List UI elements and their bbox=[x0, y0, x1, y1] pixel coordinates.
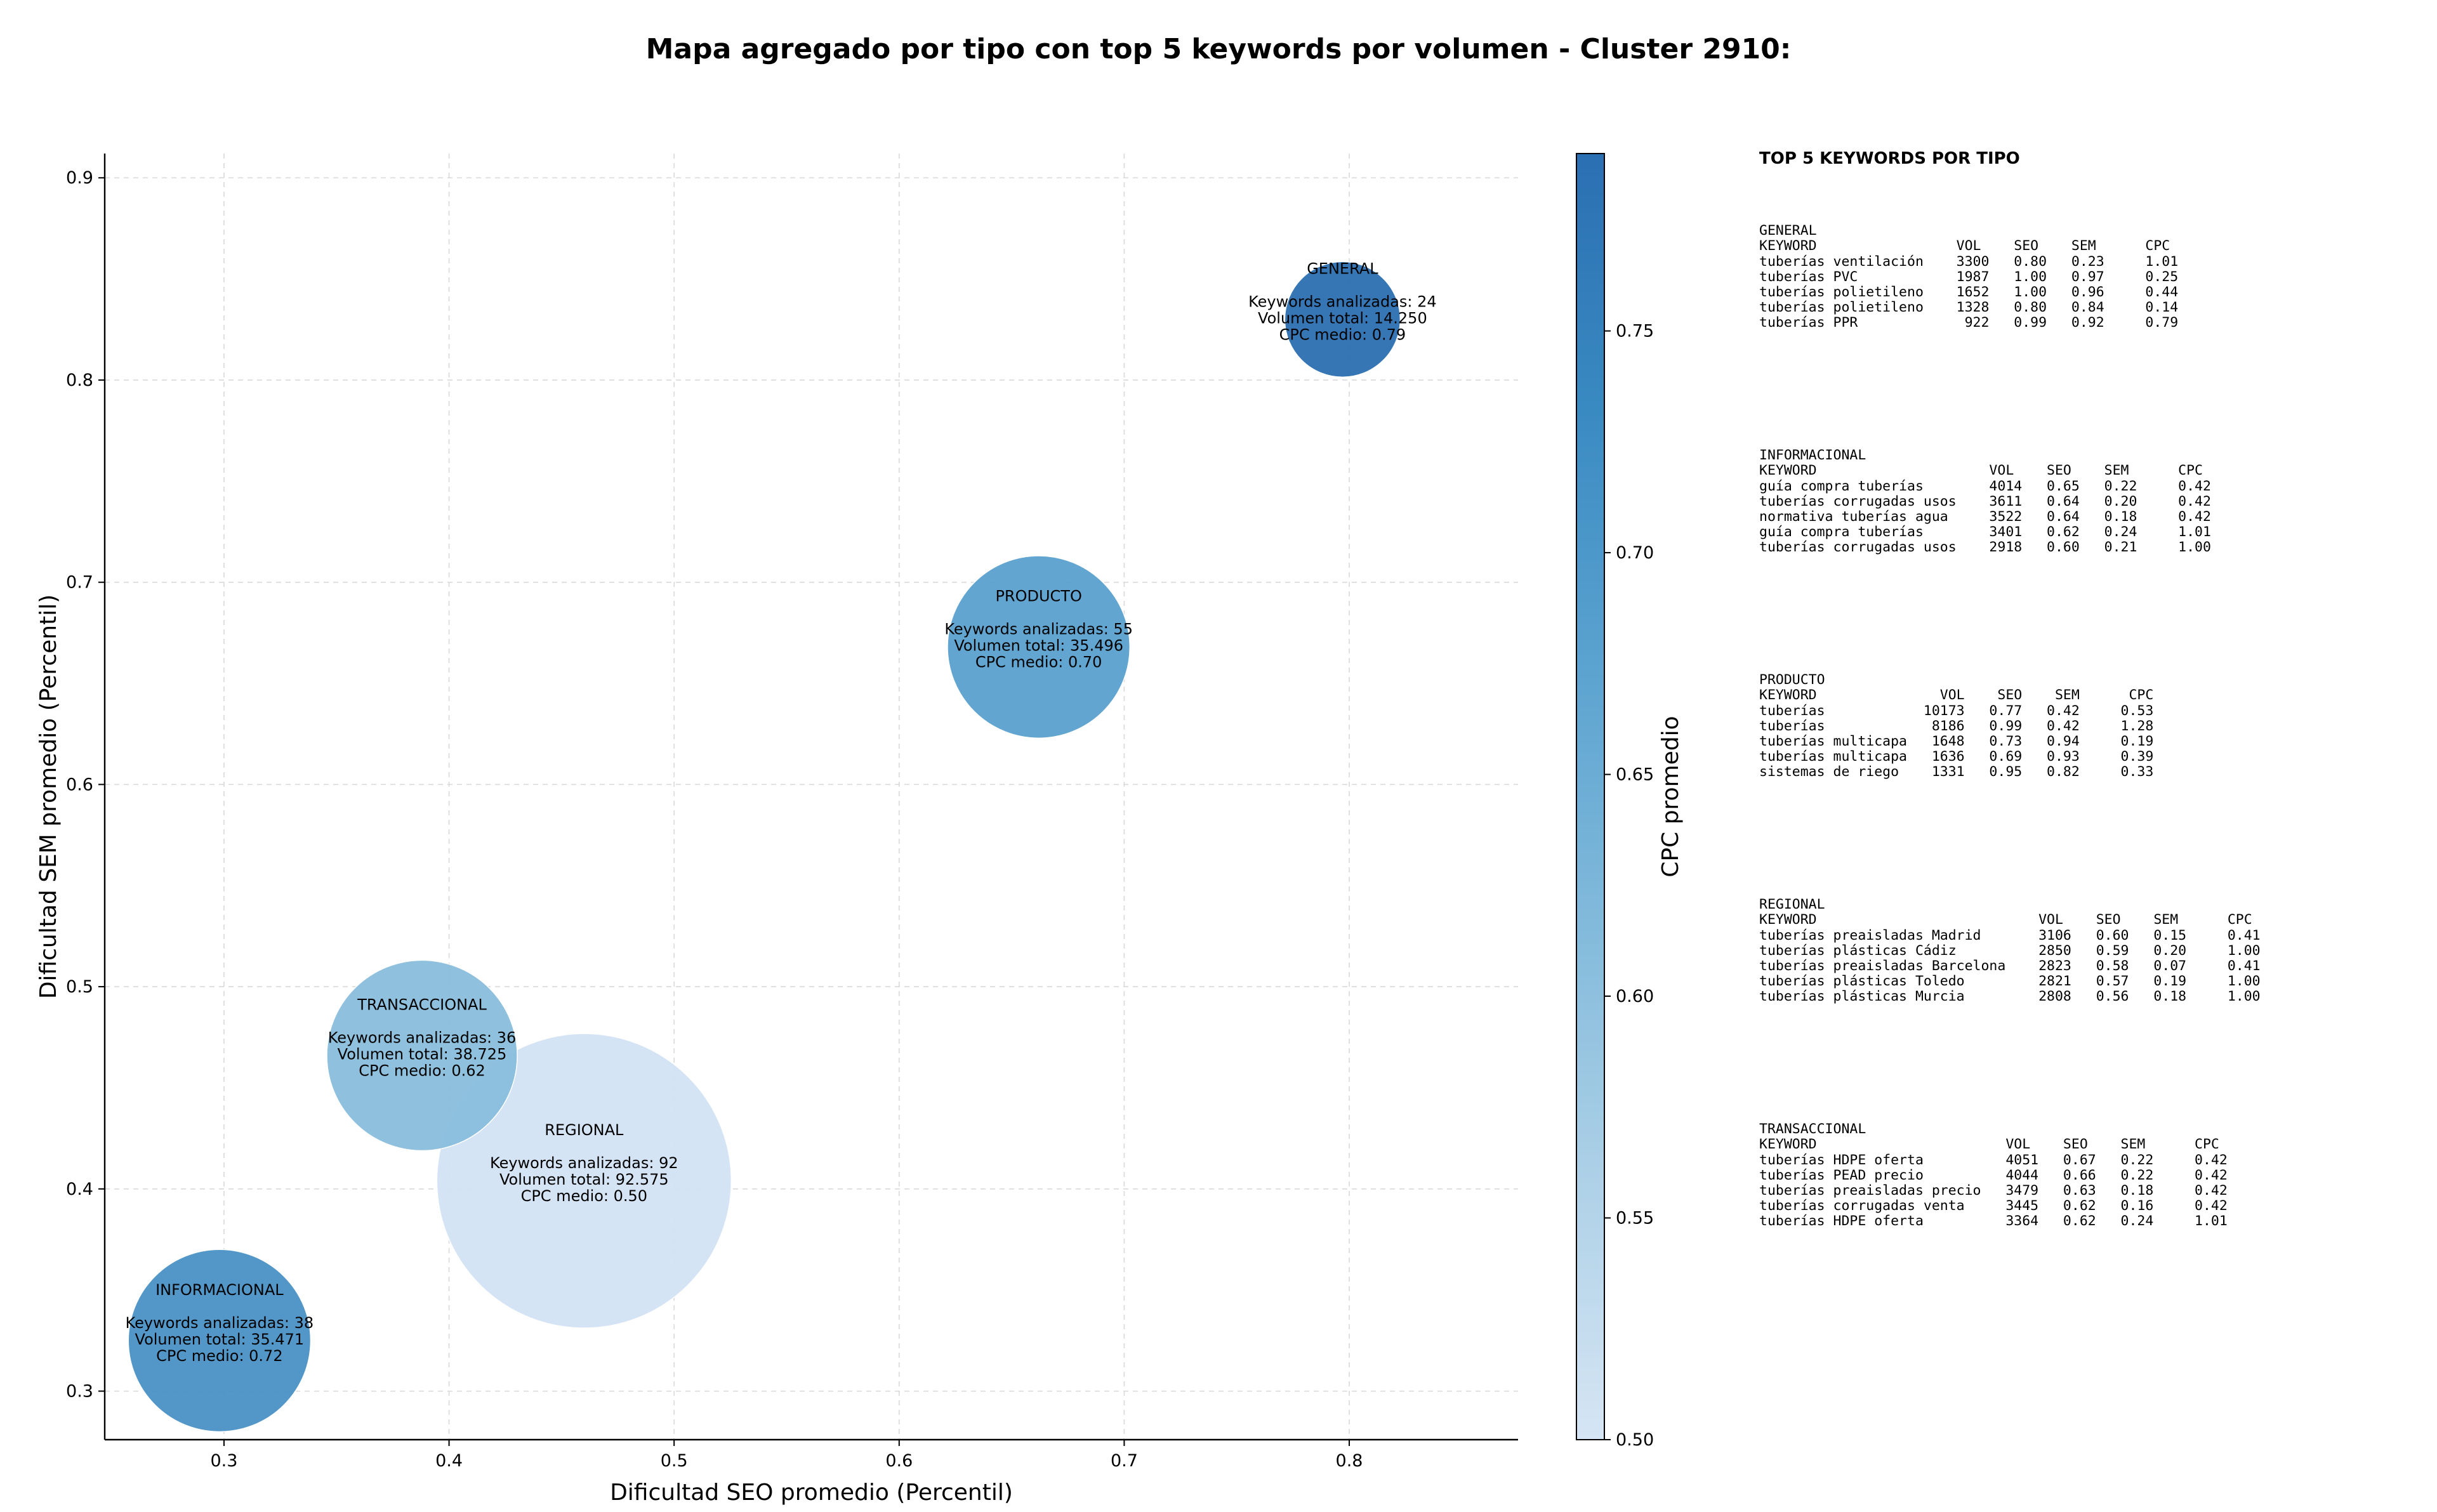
bubble-label-transaccional-2: Volumen total: 38.725 bbox=[338, 1045, 507, 1063]
bubble-label-informacional-3: CPC medio: 0.72 bbox=[156, 1347, 283, 1365]
keyword-table-informacional: INFORMACIONAL KEYWORD VOL SEO SEM CPC gu… bbox=[1759, 447, 2211, 556]
bubble-label-transaccional-0: TRANSACCIONAL bbox=[357, 996, 487, 1013]
chart-title: Mapa agregado por tipo con top 5 keyword… bbox=[645, 33, 1792, 65]
colorbar-tick-label: 0.75 bbox=[1616, 322, 1654, 341]
bubble-label-informacional-0: INFORMACIONAL bbox=[155, 1281, 284, 1299]
keyword-table-transaccional: TRANSACCIONAL KEYWORD VOL SEO SEM CPC tu… bbox=[1759, 1121, 2228, 1230]
y-tick-label: 0.8 bbox=[66, 371, 93, 390]
top-keywords-panel: TOP 5 KEYWORDS POR TIPO GENERAL KEYWORD … bbox=[1759, 149, 2419, 1346]
keyword-block-transaccional: TRANSACCIONAL KEYWORD VOL SEO SEM CPC tu… bbox=[1759, 1122, 2419, 1346]
x-axis-label: Dificultad SEO promedio (Percentil) bbox=[610, 1480, 1013, 1506]
bubble-label-regional-1: Keywords analizadas: 92 bbox=[490, 1154, 678, 1172]
bubble-producto bbox=[947, 555, 1131, 739]
keyword-table-regional: REGIONAL KEYWORD VOL SEO SEM CPC tubería… bbox=[1759, 897, 2261, 1005]
x-tick-label: 0.4 bbox=[435, 1451, 463, 1471]
bubble-regional bbox=[436, 1033, 732, 1329]
keyword-block-regional: REGIONAL KEYWORD VOL SEO SEM CPC tubería… bbox=[1759, 897, 2419, 1122]
bubble-label-producto-0: PRODUCTO bbox=[995, 588, 1081, 605]
x-tick-label: 0.5 bbox=[661, 1451, 688, 1471]
bubble-label-producto-1: Keywords analizadas: 55 bbox=[944, 621, 1133, 638]
bubble-label-general-0: GENERAL bbox=[1307, 260, 1378, 277]
bubble-informacional bbox=[128, 1249, 312, 1433]
keyword-block-informacional: INFORMACIONAL KEYWORD VOL SEO SEM CPC gu… bbox=[1759, 448, 2419, 673]
x-tick-label: 0.6 bbox=[885, 1451, 913, 1471]
bubble-label-general-1: Keywords analizadas: 24 bbox=[1248, 293, 1437, 310]
bubble-label-general-3: CPC medio: 0.79 bbox=[1279, 325, 1406, 343]
y-axis-label: Dificultad SEM promedio (Percentil) bbox=[36, 595, 62, 999]
keyword-block-general: GENERAL KEYWORD VOL SEO SEM CPC tuberías… bbox=[1759, 223, 2419, 448]
keyword-table-general: GENERAL KEYWORD VOL SEO SEM CPC tuberías… bbox=[1759, 223, 2179, 331]
bubble-label-regional-3: CPC medio: 0.50 bbox=[521, 1187, 648, 1205]
colorbar-tick-label: 0.70 bbox=[1616, 543, 1654, 563]
y-tick-label: 0.9 bbox=[66, 168, 93, 188]
colorbar-tick-label: 0.55 bbox=[1616, 1209, 1654, 1228]
bubble-chart: 0.3 0.4 0.5 0.6 0.7 0.8 0.3 0.4 0.5 0.6 0.7 0.8 0.9 R… bbox=[36, 153, 1684, 1506]
grid-lines bbox=[105, 154, 1518, 1440]
bubble-label-producto-2: Volumen total: 35.496 bbox=[954, 637, 1123, 655]
bubble-label-informacional-2: Volumen total: 35.471 bbox=[135, 1331, 305, 1348]
colorbar-tick-label: 0.60 bbox=[1616, 987, 1654, 1006]
top-keywords-title: TOP 5 KEYWORDS POR TIPO bbox=[1759, 149, 2020, 168]
y-tick-label: 0.6 bbox=[66, 775, 93, 794]
y-tick-label: 0.5 bbox=[66, 977, 93, 997]
bubbles bbox=[128, 261, 1401, 1433]
colorbar-gradient bbox=[1576, 153, 1605, 1440]
bubble-label-regional-2: Volumen total: 92.575 bbox=[499, 1171, 669, 1188]
bubble-transaccional bbox=[326, 959, 518, 1152]
bubble-label-general-2: Volumen total: 14.250 bbox=[1258, 309, 1427, 327]
bubble-label-producto-3: CPC medio: 0.70 bbox=[975, 654, 1102, 671]
bubble-label-transaccional-1: Keywords analizadas: 36 bbox=[328, 1029, 517, 1046]
x-tick-label: 0.3 bbox=[210, 1451, 237, 1471]
bubble-label-transaccional-3: CPC medio: 0.62 bbox=[359, 1062, 485, 1079]
x-tick-label: 0.7 bbox=[1111, 1451, 1138, 1471]
keyword-table-producto: PRODUCTO KEYWORD VOL SEO SEM CPC tubería… bbox=[1759, 672, 2154, 780]
y-tick-label: 0.7 bbox=[66, 573, 93, 593]
colorbar-tick-label: 0.65 bbox=[1616, 765, 1654, 785]
bubble-label-informacional-1: Keywords analizadas: 38 bbox=[126, 1314, 314, 1332]
keyword-block-producto: PRODUCTO KEYWORD VOL SEO SEM CPC tubería… bbox=[1759, 673, 2419, 897]
y-tick-label: 0.4 bbox=[66, 1180, 93, 1199]
bubble-general bbox=[1284, 261, 1401, 378]
x-tick-label: 0.8 bbox=[1336, 1451, 1363, 1471]
bubble-label-regional-0: REGIONAL bbox=[545, 1121, 624, 1139]
colorbar: 0.50 0.55 0.60 0.65 0.70 0.75 CPC promedio bbox=[1576, 153, 1684, 1450]
y-tick-label: 0.3 bbox=[66, 1382, 93, 1402]
axes: 0.3 0.4 0.5 0.6 0.7 0.8 0.3 0.4 0.5 0.6 0.7 0.8 0.9 R… bbox=[36, 154, 1518, 1506]
colorbar-tick-label: 0.50 bbox=[1616, 1430, 1654, 1450]
colorbar-label: CPC promedio bbox=[1658, 716, 1684, 877]
